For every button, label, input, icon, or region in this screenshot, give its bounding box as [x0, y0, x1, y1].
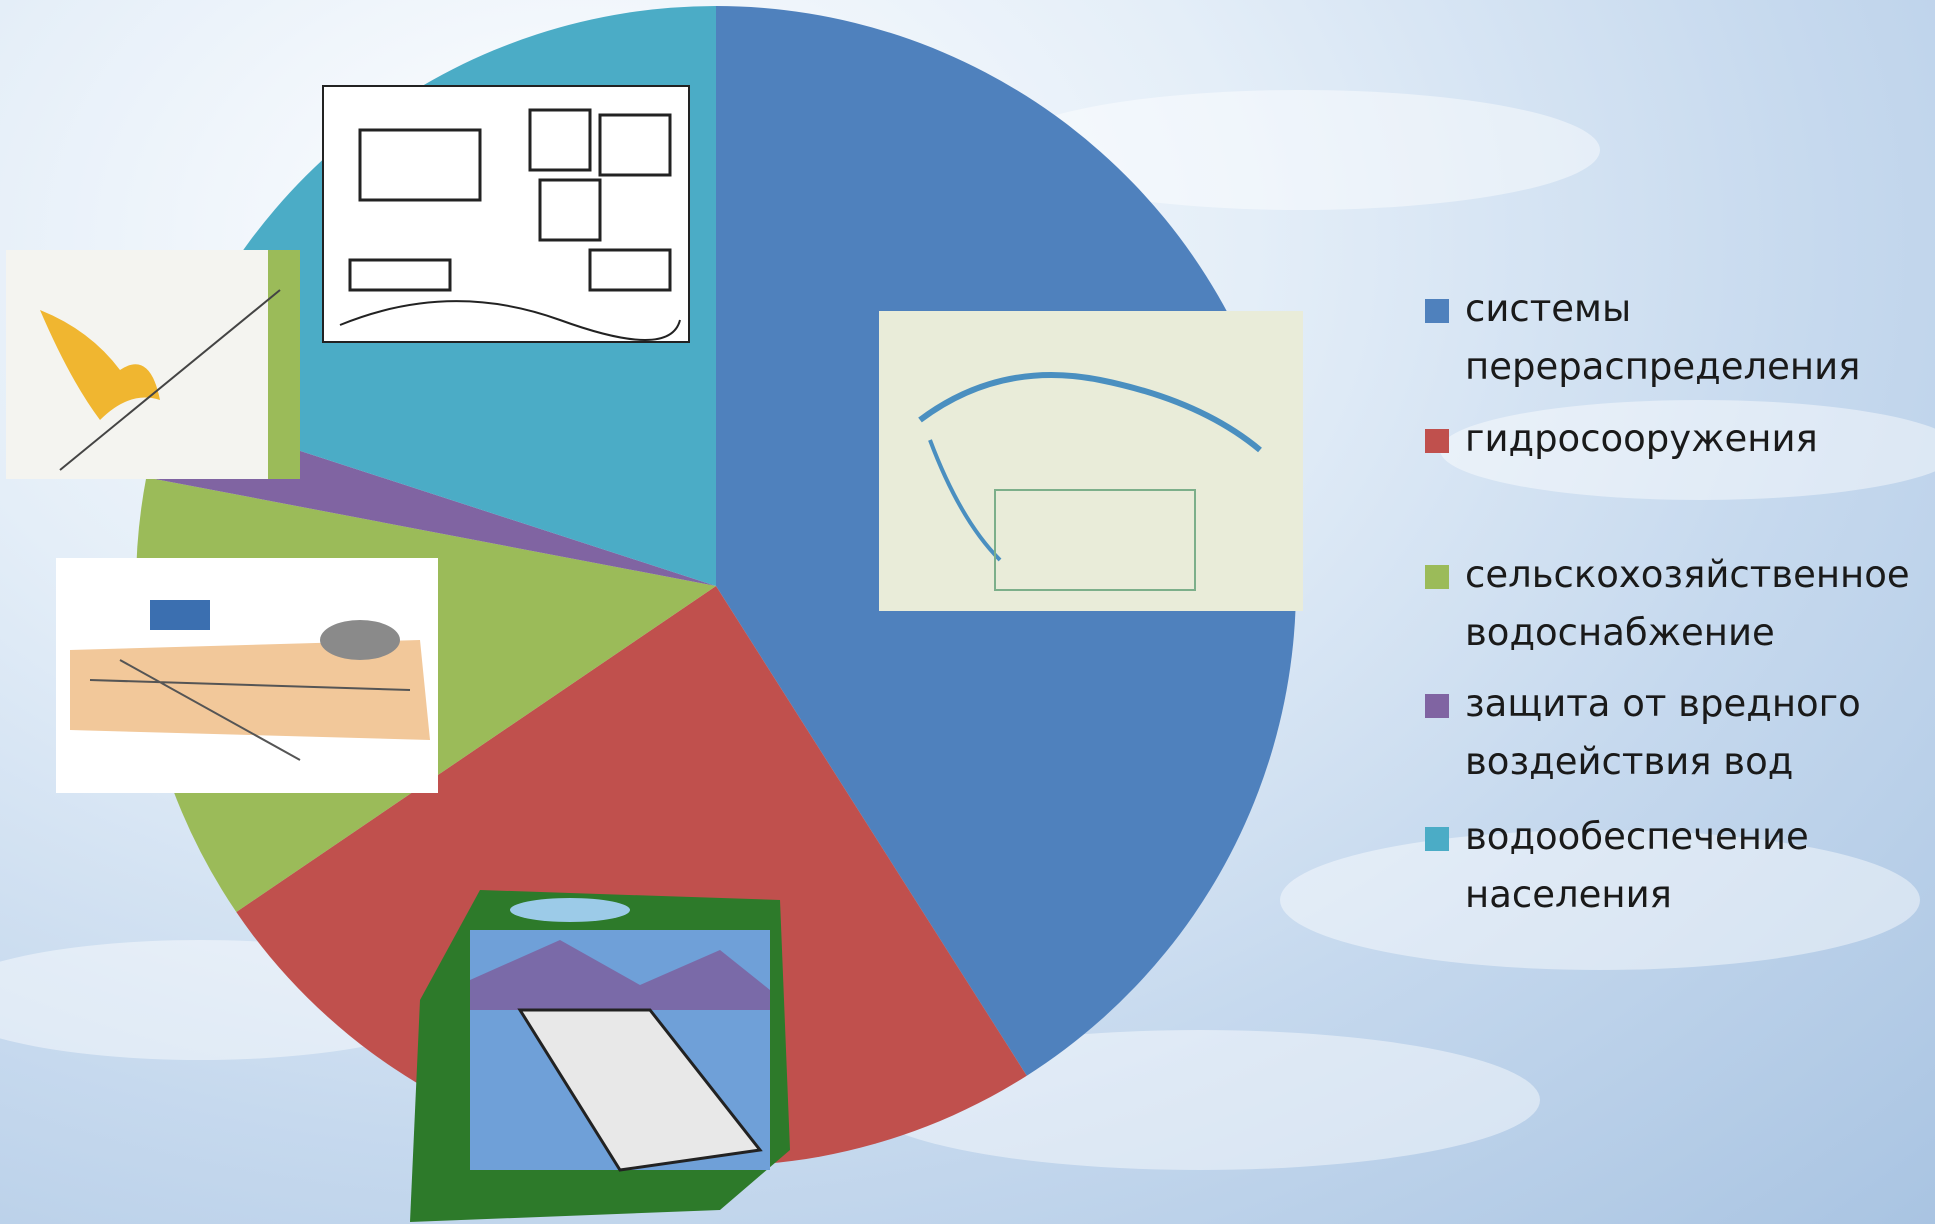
legend-item: гидросооружения — [1425, 410, 1930, 468]
legend-swatch — [1425, 429, 1449, 453]
industry-scheme-picture — [323, 86, 689, 342]
canal-map-picture — [879, 311, 1303, 611]
legend-label: сельскохозяйственное водоснабжение — [1465, 553, 1910, 654]
page: системы перераспределения гидросооружения… — [0, 0, 1935, 1224]
legend-item: сельскохозяйственное водоснабжение — [1425, 546, 1930, 662]
legend-label: системы перераспределения — [1465, 287, 1860, 388]
legend-label: водообеспечение населения — [1465, 815, 1809, 916]
legend-item: защита от вредного воздействия вод — [1425, 675, 1930, 791]
legend-swatch — [1425, 299, 1449, 323]
legend-swatch — [1425, 565, 1449, 589]
reservoir-map-picture — [6, 250, 300, 479]
irrigation-picture — [56, 558, 438, 793]
legend-item: системы перераспределения — [1425, 280, 1930, 396]
legend-label: гидросооружения — [1465, 417, 1818, 460]
legend-swatch — [1425, 827, 1449, 851]
legend-item: водообеспечение населения — [1425, 808, 1930, 924]
legend-label: защита от вредного воздействия вод — [1465, 682, 1861, 783]
legend-swatch — [1425, 694, 1449, 718]
dam-clipart-picture — [410, 890, 790, 1222]
